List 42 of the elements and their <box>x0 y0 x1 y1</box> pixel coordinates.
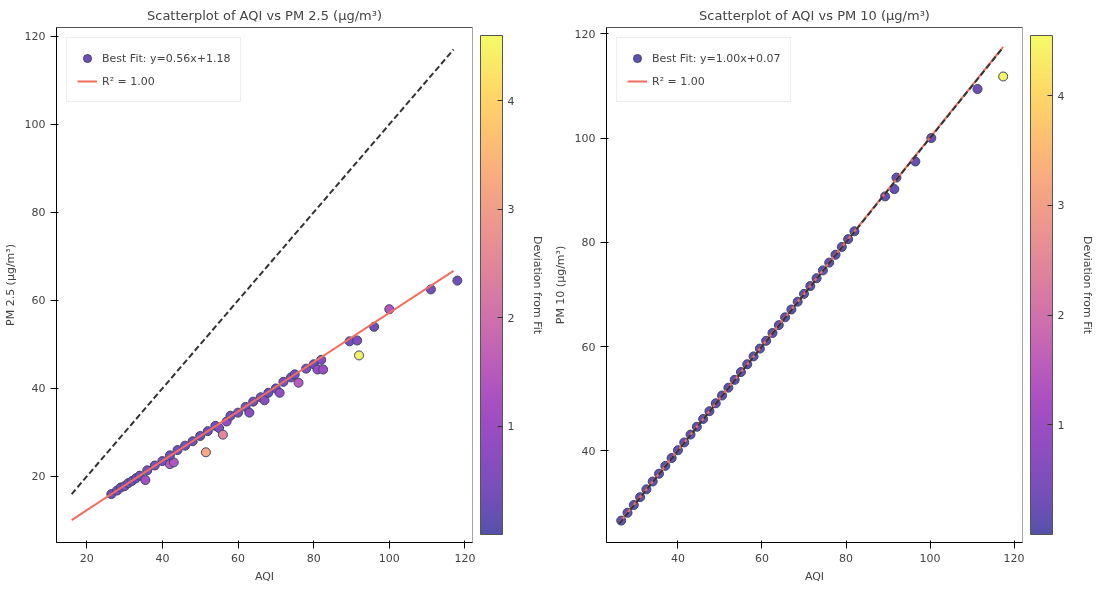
color-bar-label: 2 <box>507 311 515 325</box>
x-tick-label: 100 <box>919 551 941 565</box>
chart-title: Scatterplot of AQI vs PM 2.5 (µg/m³) <box>147 7 382 23</box>
x-tick-label: 40 <box>155 551 170 565</box>
x-tick-label: 60 <box>231 551 246 565</box>
x-tick-label: 80 <box>839 551 854 565</box>
y-tick-label: 120 <box>574 27 596 41</box>
legend-label: Best Fit: y=1.00x+0.07 <box>652 51 781 65</box>
y-tick-label: 40 <box>581 444 596 458</box>
legend-label: R² = 1.00 <box>652 74 705 88</box>
y-tick-label: 100 <box>24 118 46 132</box>
x-tick-label: 20 <box>79 551 94 565</box>
x-tick-label: 120 <box>454 551 476 565</box>
color-bar-label: 1 <box>1057 418 1065 432</box>
y-tick-label: 120 <box>24 30 46 44</box>
y-tick-label: 60 <box>31 294 46 308</box>
x-tick-label: 120 <box>1003 551 1025 565</box>
color-bar-label: 4 <box>507 94 515 108</box>
color-bar-label: 3 <box>1057 199 1065 213</box>
color-bar-label: 4 <box>1057 89 1065 103</box>
color-bar-label: 3 <box>507 203 515 217</box>
y-tick-label: 40 <box>31 382 46 396</box>
color-bar-label: 2 <box>1057 309 1065 323</box>
y-tick-label: 100 <box>574 132 596 146</box>
x-tick-label: 80 <box>306 551 321 565</box>
y-tick-label: 80 <box>31 206 46 220</box>
y-axis-title: PM 2.5 (µg/m³) <box>3 243 17 326</box>
y-axis-title: PM 10 (µg/m³) <box>553 245 567 325</box>
chart-title: Scatterplot of AQI vs PM 10 (µg/m³) <box>699 7 930 23</box>
color-bar-label: 1 <box>507 420 515 434</box>
y-tick-label: 60 <box>581 340 596 354</box>
color-bar-title: Deviation from Fit <box>1080 235 1094 335</box>
y-tick-label: 20 <box>31 470 46 484</box>
x-axis-title: AQI <box>254 569 275 583</box>
x-tick-label: 100 <box>378 551 400 565</box>
legend-label: R² = 1.00 <box>102 74 155 88</box>
y-tick-label: 80 <box>581 236 596 250</box>
x-axis-title: AQI <box>804 569 825 583</box>
legend-label: Best Fit: y=0.56x+1.18 <box>102 51 231 65</box>
x-tick-label: 40 <box>670 551 685 565</box>
x-tick-label: 60 <box>754 551 769 565</box>
color-bar-title: Deviation from Fit <box>530 235 544 335</box>
